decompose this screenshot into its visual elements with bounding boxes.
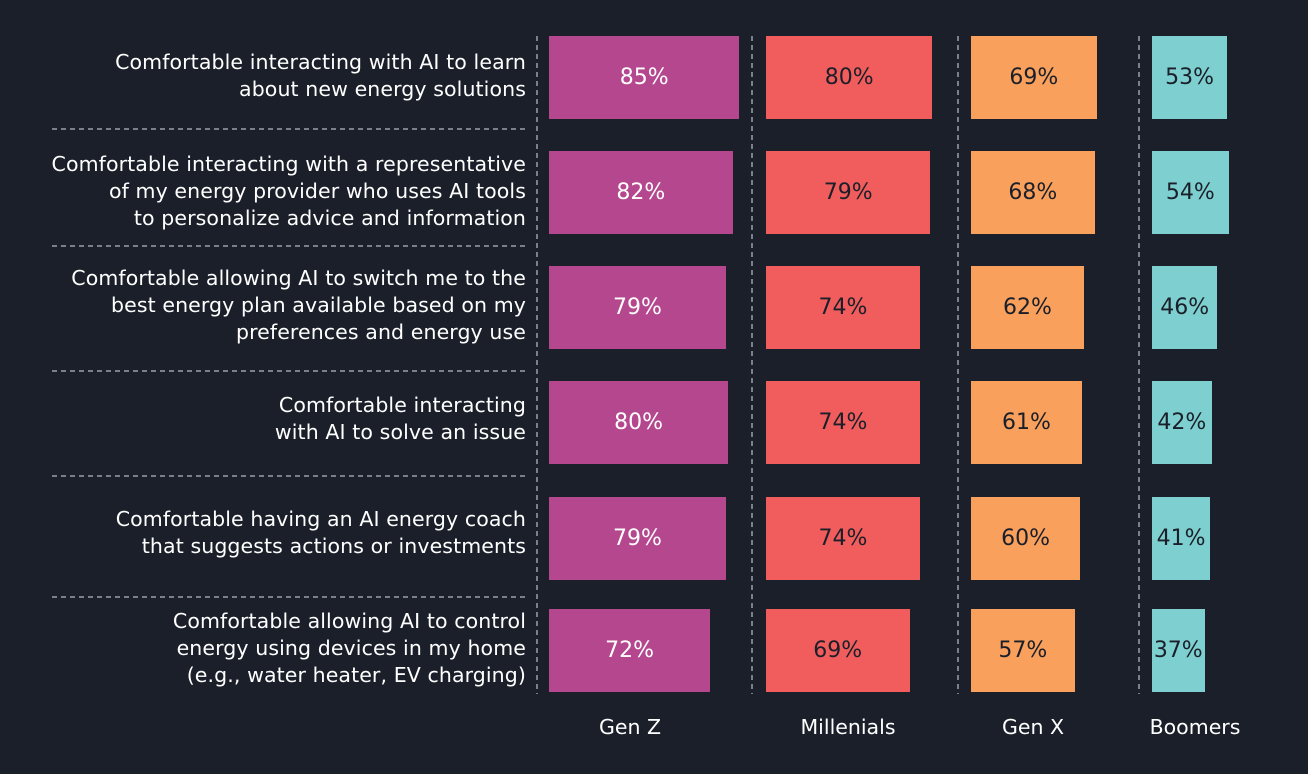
- series-label: Boomers: [1149, 715, 1241, 739]
- category-label: Comfortable interacting with a represent…: [20, 151, 526, 232]
- bar: [549, 151, 733, 234]
- bar: [766, 381, 920, 464]
- bar: [549, 266, 726, 349]
- bar: [1152, 381, 1212, 464]
- bar: [766, 497, 920, 580]
- category-label-line: with AI to solve an issue: [274, 420, 526, 444]
- bar: [971, 36, 1097, 119]
- category-label: Comfortable allowing AI to control energy…: [20, 608, 526, 689]
- category-label-line: that suggests actions or investments: [141, 534, 526, 558]
- bar: [1152, 36, 1228, 119]
- bar: [1152, 497, 1211, 580]
- category-label-line: about new energy solutions: [239, 77, 526, 101]
- bar: [766, 609, 910, 692]
- bar: [971, 266, 1084, 349]
- series-label: Gen Z: [598, 715, 662, 739]
- category-label: Comfortable allowing AI to switch me to …: [20, 265, 526, 346]
- bar: [971, 497, 1081, 580]
- bar: [549, 36, 740, 119]
- bar: [971, 151, 1095, 234]
- series-label: Millenials: [800, 715, 896, 739]
- bar: [766, 151, 931, 234]
- category-label-line: Comfortable interacting with AI to learn: [115, 50, 526, 74]
- category-label-line: best energy plan available based on my: [111, 292, 526, 317]
- bar: [971, 381, 1083, 464]
- category-label-line: Comfortable interacting with a represent…: [51, 151, 526, 176]
- bar: [766, 266, 920, 349]
- bar: [549, 497, 726, 580]
- bar: [549, 609, 711, 692]
- category-label: Comfortable interacting with AI to learn…: [20, 49, 526, 103]
- category-label-line: Comfortable allowing AI to switch me to …: [71, 265, 526, 290]
- bar: [1152, 151, 1229, 234]
- category-label-line: Comfortable having an AI energy coach: [115, 507, 526, 531]
- category-label-line: energy using devices in my home: [176, 635, 526, 660]
- series-label: Gen X: [1001, 715, 1065, 739]
- bar: [971, 609, 1075, 692]
- bar: [766, 36, 933, 119]
- category-label-line: preferences and energy use: [235, 319, 526, 344]
- bar: [549, 381, 729, 464]
- category-label-line: Comfortable interacting: [278, 393, 526, 417]
- category-label-line: to personalize advice and information: [133, 205, 526, 230]
- bar: [1152, 609, 1205, 692]
- category-label-line: of my energy provider who uses AI tools: [108, 178, 526, 203]
- category-label: Comfortable interacting with AI to solve …: [20, 392, 526, 446]
- category-label-line: Comfortable allowing AI to control: [172, 608, 526, 633]
- category-label-line: (e.g., water heater, EV charging): [186, 662, 526, 687]
- bar: [1152, 266, 1218, 349]
- category-label: Comfortable having an AI energy coach tha…: [20, 506, 526, 560]
